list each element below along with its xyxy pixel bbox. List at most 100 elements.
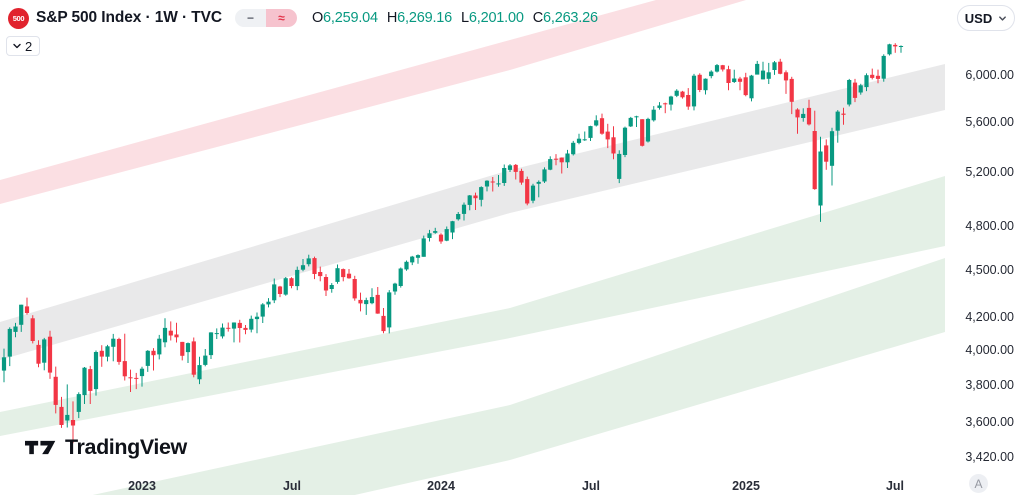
candle	[525, 176, 530, 206]
candle	[277, 285, 283, 298]
candle	[887, 43, 892, 56]
candle	[847, 78, 852, 107]
price-tick-label: 5,600.00	[965, 115, 1014, 129]
candle	[214, 328, 219, 339]
channel-bands	[0, 0, 945, 495]
candle	[484, 180, 490, 192]
tradingview-watermark-text: TradingView	[65, 435, 187, 459]
candle	[565, 149, 570, 168]
candle	[553, 154, 559, 166]
candle	[19, 304, 24, 332]
candle	[571, 140, 576, 156]
candle	[663, 102, 668, 114]
candle	[622, 126, 628, 158]
candle	[870, 68, 875, 80]
candle	[709, 70, 714, 79]
candle	[30, 315, 35, 344]
candle	[76, 392, 81, 419]
candle	[157, 334, 162, 360]
candle	[628, 116, 633, 127]
candle	[312, 256, 317, 280]
candle	[7, 327, 12, 367]
candle	[105, 344, 110, 362]
high-value: 6,269.16	[397, 10, 453, 26]
open-label: O	[311, 10, 324, 26]
price-tick-label: 4,200.00	[965, 310, 1014, 324]
candle	[640, 119, 645, 147]
close-value: 6,263.26	[543, 10, 598, 26]
time-tick-label: 2025	[732, 479, 760, 493]
candle	[364, 297, 369, 315]
candle	[444, 226, 449, 242]
candle	[559, 157, 564, 174]
candle	[88, 365, 93, 404]
candle	[686, 88, 691, 110]
candle	[249, 315, 254, 333]
toggle-bands-icon[interactable]: ≈	[265, 9, 297, 27]
candle	[208, 332, 214, 359]
time-tick-label: 2023	[128, 479, 156, 493]
candle	[599, 113, 605, 135]
price-axis[interactable]: 6,000.00 5,600.00 5,200.00 4,800.00 4,500.00…	[946, 0, 1024, 481]
candle	[611, 126, 616, 160]
candle	[93, 350, 99, 396]
candle	[392, 282, 398, 295]
candle	[657, 102, 662, 110]
price-tick-label: 3,800.00	[965, 378, 1014, 392]
candle	[180, 341, 185, 361]
candle	[162, 318, 168, 348]
candle	[634, 115, 639, 127]
low-value: 6,201.00	[468, 10, 524, 26]
candle	[341, 268, 346, 282]
candle	[674, 89, 679, 98]
candle	[697, 73, 702, 93]
time-tick-label: Jul	[581, 479, 601, 493]
candle	[243, 325, 248, 335]
candle	[605, 123, 610, 149]
candle	[323, 274, 329, 296]
currency-selector[interactable]: USD	[957, 5, 1015, 31]
candle	[473, 192, 478, 210]
candle	[24, 297, 30, 315]
time-tick-label: Jul	[282, 479, 302, 493]
candle	[174, 322, 179, 343]
candle	[806, 99, 812, 126]
candle	[755, 60, 760, 75]
candle	[824, 139, 829, 170]
candle	[801, 108, 806, 122]
candle	[128, 369, 133, 392]
tradingview-logo-icon	[25, 440, 56, 455]
indicators-collapse-button[interactable]: 2	[6, 36, 41, 56]
candle	[203, 349, 208, 367]
candle	[289, 277, 294, 289]
candle	[588, 125, 593, 141]
candle	[197, 356, 202, 385]
candle	[513, 164, 518, 180]
candle	[703, 78, 708, 95]
candle	[381, 308, 386, 334]
candle	[398, 267, 403, 288]
candle	[456, 212, 461, 221]
ohlc-values: O6,259.04 H6,269.16 L6,201.00 C6,263.26	[312, 10, 607, 26]
price-tick-label: 4,000.00	[965, 343, 1014, 357]
candle	[421, 235, 426, 257]
candle	[134, 372, 139, 390]
candle	[139, 366, 145, 387]
candle	[737, 76, 743, 91]
candle	[893, 43, 898, 53]
candle	[496, 175, 501, 187]
candle	[852, 78, 858, 103]
candle	[818, 136, 823, 222]
time-axis[interactable]: 2023 Jul 2024 Jul 2025 Jul	[0, 474, 1024, 495]
candle	[536, 180, 541, 198]
candle	[272, 278, 277, 304]
candle	[812, 110, 817, 190]
candle	[295, 266, 300, 291]
candle	[772, 61, 777, 75]
tradingview-watermark-link[interactable]: TradingView	[25, 435, 187, 460]
candle	[783, 70, 789, 94]
toggle-line-icon[interactable]: −	[234, 9, 266, 27]
candle	[410, 255, 415, 266]
chart-style-toggle[interactable]: − ≈	[234, 9, 297, 27]
